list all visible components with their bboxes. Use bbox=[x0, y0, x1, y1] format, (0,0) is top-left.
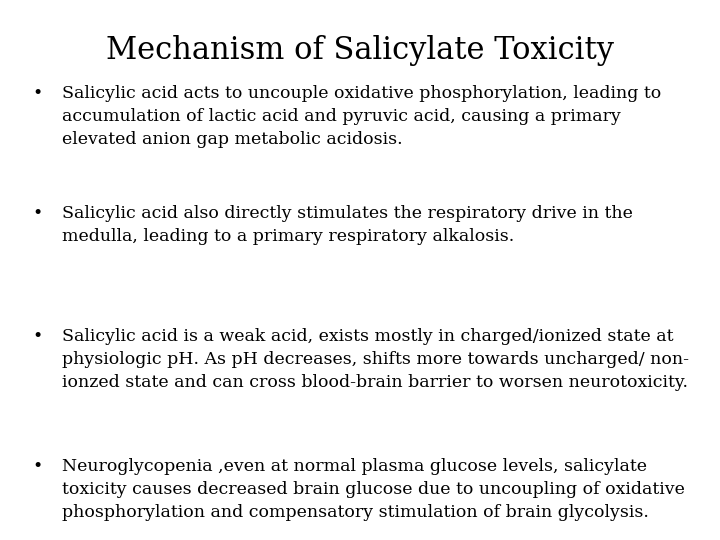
Text: •: • bbox=[32, 85, 42, 102]
Text: Salicylic acid is a weak acid, exists mostly in charged/ionized state at
physiol: Salicylic acid is a weak acid, exists mo… bbox=[62, 328, 689, 391]
Text: •: • bbox=[32, 328, 42, 345]
Text: Mechanism of Salicylate Toxicity: Mechanism of Salicylate Toxicity bbox=[106, 35, 614, 66]
Text: Salicylic acid acts to uncouple oxidative phosphorylation, leading to
accumulati: Salicylic acid acts to uncouple oxidativ… bbox=[62, 85, 661, 148]
Text: •: • bbox=[32, 458, 42, 475]
Text: Neuroglycopenia ,even at normal plasma glucose levels, salicylate
toxicity cause: Neuroglycopenia ,even at normal plasma g… bbox=[62, 458, 685, 521]
Text: •: • bbox=[32, 205, 42, 222]
Text: Salicylic acid also directly stimulates the respiratory drive in the
medulla, le: Salicylic acid also directly stimulates … bbox=[62, 205, 633, 245]
